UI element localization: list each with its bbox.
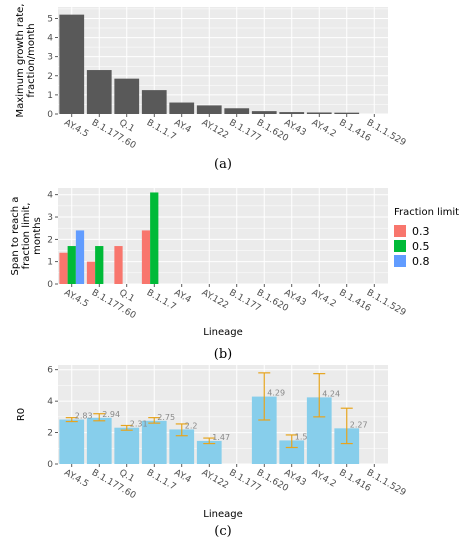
y-tick-label: 4 [47, 191, 53, 201]
data-label: 2.2 [185, 421, 198, 430]
x-axis-label: Lineage [203, 327, 242, 338]
bar-0-5-1 [95, 246, 104, 284]
data-label: 2.75 [157, 413, 175, 422]
x-tick-label: AY.4.2 [310, 118, 338, 140]
x-tick-label: B.1.1.7 [145, 118, 178, 143]
y-axis-label: fraction limit, [21, 203, 32, 270]
y-tick-label: 0 [47, 280, 53, 290]
bar-0 [59, 419, 85, 464]
bar-8 [279, 440, 305, 464]
plot-background-c [58, 365, 388, 464]
legend-swatch [394, 255, 406, 267]
panel-caption: (a) [214, 157, 232, 172]
bar-3 [141, 90, 167, 114]
x-tick-label: AY.4.2 [310, 288, 338, 310]
x-tick-label: B.1.1.529 [365, 468, 408, 498]
x-tick-label: AY.122 [200, 118, 230, 141]
x-tick-label: AY.4.2 [310, 468, 338, 490]
bar-0-5-3 [150, 192, 159, 284]
x-tick-label: AY.4.5 [62, 288, 90, 310]
bar-0-3-3 [141, 230, 151, 284]
legend-label: 0.5 [412, 240, 430, 253]
y-tick-label: 5 [47, 14, 53, 24]
y-axis-label: Span to reach a [10, 197, 21, 276]
bar-2 [114, 78, 140, 114]
y-axis-label: fraction/month [26, 23, 37, 97]
bar-5 [196, 105, 222, 114]
legend-swatch [394, 240, 406, 252]
bar-0-3-0 [59, 252, 68, 284]
data-label: 4.24 [322, 389, 340, 398]
y-axis-label: R0 [16, 408, 27, 421]
x-tick-label: AY.122 [200, 468, 230, 491]
legend-title: Fraction limit [394, 207, 459, 218]
y-tick-label: 0 [47, 460, 53, 470]
y-tick-label: 4 [47, 397, 53, 407]
data-label: 1.5 [295, 432, 308, 441]
data-label: 2.83 [75, 412, 93, 421]
y-axis-label: months [32, 217, 43, 255]
bar-7 [251, 111, 277, 114]
data-label: 2.27 [350, 420, 368, 429]
data-label: 4.29 [267, 389, 285, 398]
y-tick-label: 2 [47, 429, 53, 439]
bar-3 [141, 420, 167, 464]
y-tick-label: 1 [47, 91, 53, 101]
bar-1 [86, 417, 112, 464]
panel-caption: (c) [214, 524, 231, 539]
plot-background-b [58, 188, 388, 284]
y-tick-label: 1 [47, 258, 53, 268]
x-tick-label: AY.122 [200, 288, 230, 311]
y-tick-label: 2 [47, 235, 53, 245]
y-tick-label: 2 [47, 72, 53, 82]
panel-caption: (b) [214, 347, 232, 362]
bar-0 [59, 14, 85, 114]
bar-8 [279, 112, 305, 114]
y-tick-label: 0 [47, 110, 53, 120]
bar-0-3-1 [86, 261, 96, 284]
y-tick-label: 3 [47, 213, 53, 223]
y-tick-label: 6 [47, 366, 53, 376]
legend-swatch [394, 225, 406, 237]
plot-background-a [58, 7, 388, 114]
data-label: 2.31 [130, 420, 148, 429]
bar-0-8-0 [75, 230, 85, 284]
data-label: 2.94 [102, 410, 120, 419]
legend-label: 0.3 [412, 225, 430, 238]
x-tick-label: B.1.1.529 [365, 118, 408, 148]
bar-9 [306, 112, 332, 114]
x-tick-label: B.1.1.529 [365, 288, 408, 318]
x-tick-label: AY.4.5 [62, 468, 90, 490]
bar-4 [169, 102, 195, 114]
bar-5 [196, 440, 222, 464]
bar-2 [114, 427, 140, 464]
x-tick-label: B.1.1.7 [145, 288, 178, 313]
bar-6 [224, 108, 250, 114]
x-tick-label: B.1.1.7 [145, 468, 178, 493]
bar-10 [334, 112, 360, 114]
bar-1 [86, 70, 112, 114]
y-axis-label: Maximum growth rate, [15, 4, 26, 118]
x-tick-label: AY.4.5 [62, 118, 90, 140]
data-label: 1.47 [212, 433, 230, 442]
y-tick-label: 3 [47, 53, 53, 63]
bar-0-3-2 [114, 246, 123, 284]
legend-label: 0.8 [412, 255, 430, 268]
y-tick-label: 4 [47, 34, 53, 44]
x-axis-label: Lineage [203, 509, 242, 520]
bar-0-5-0 [67, 246, 76, 284]
